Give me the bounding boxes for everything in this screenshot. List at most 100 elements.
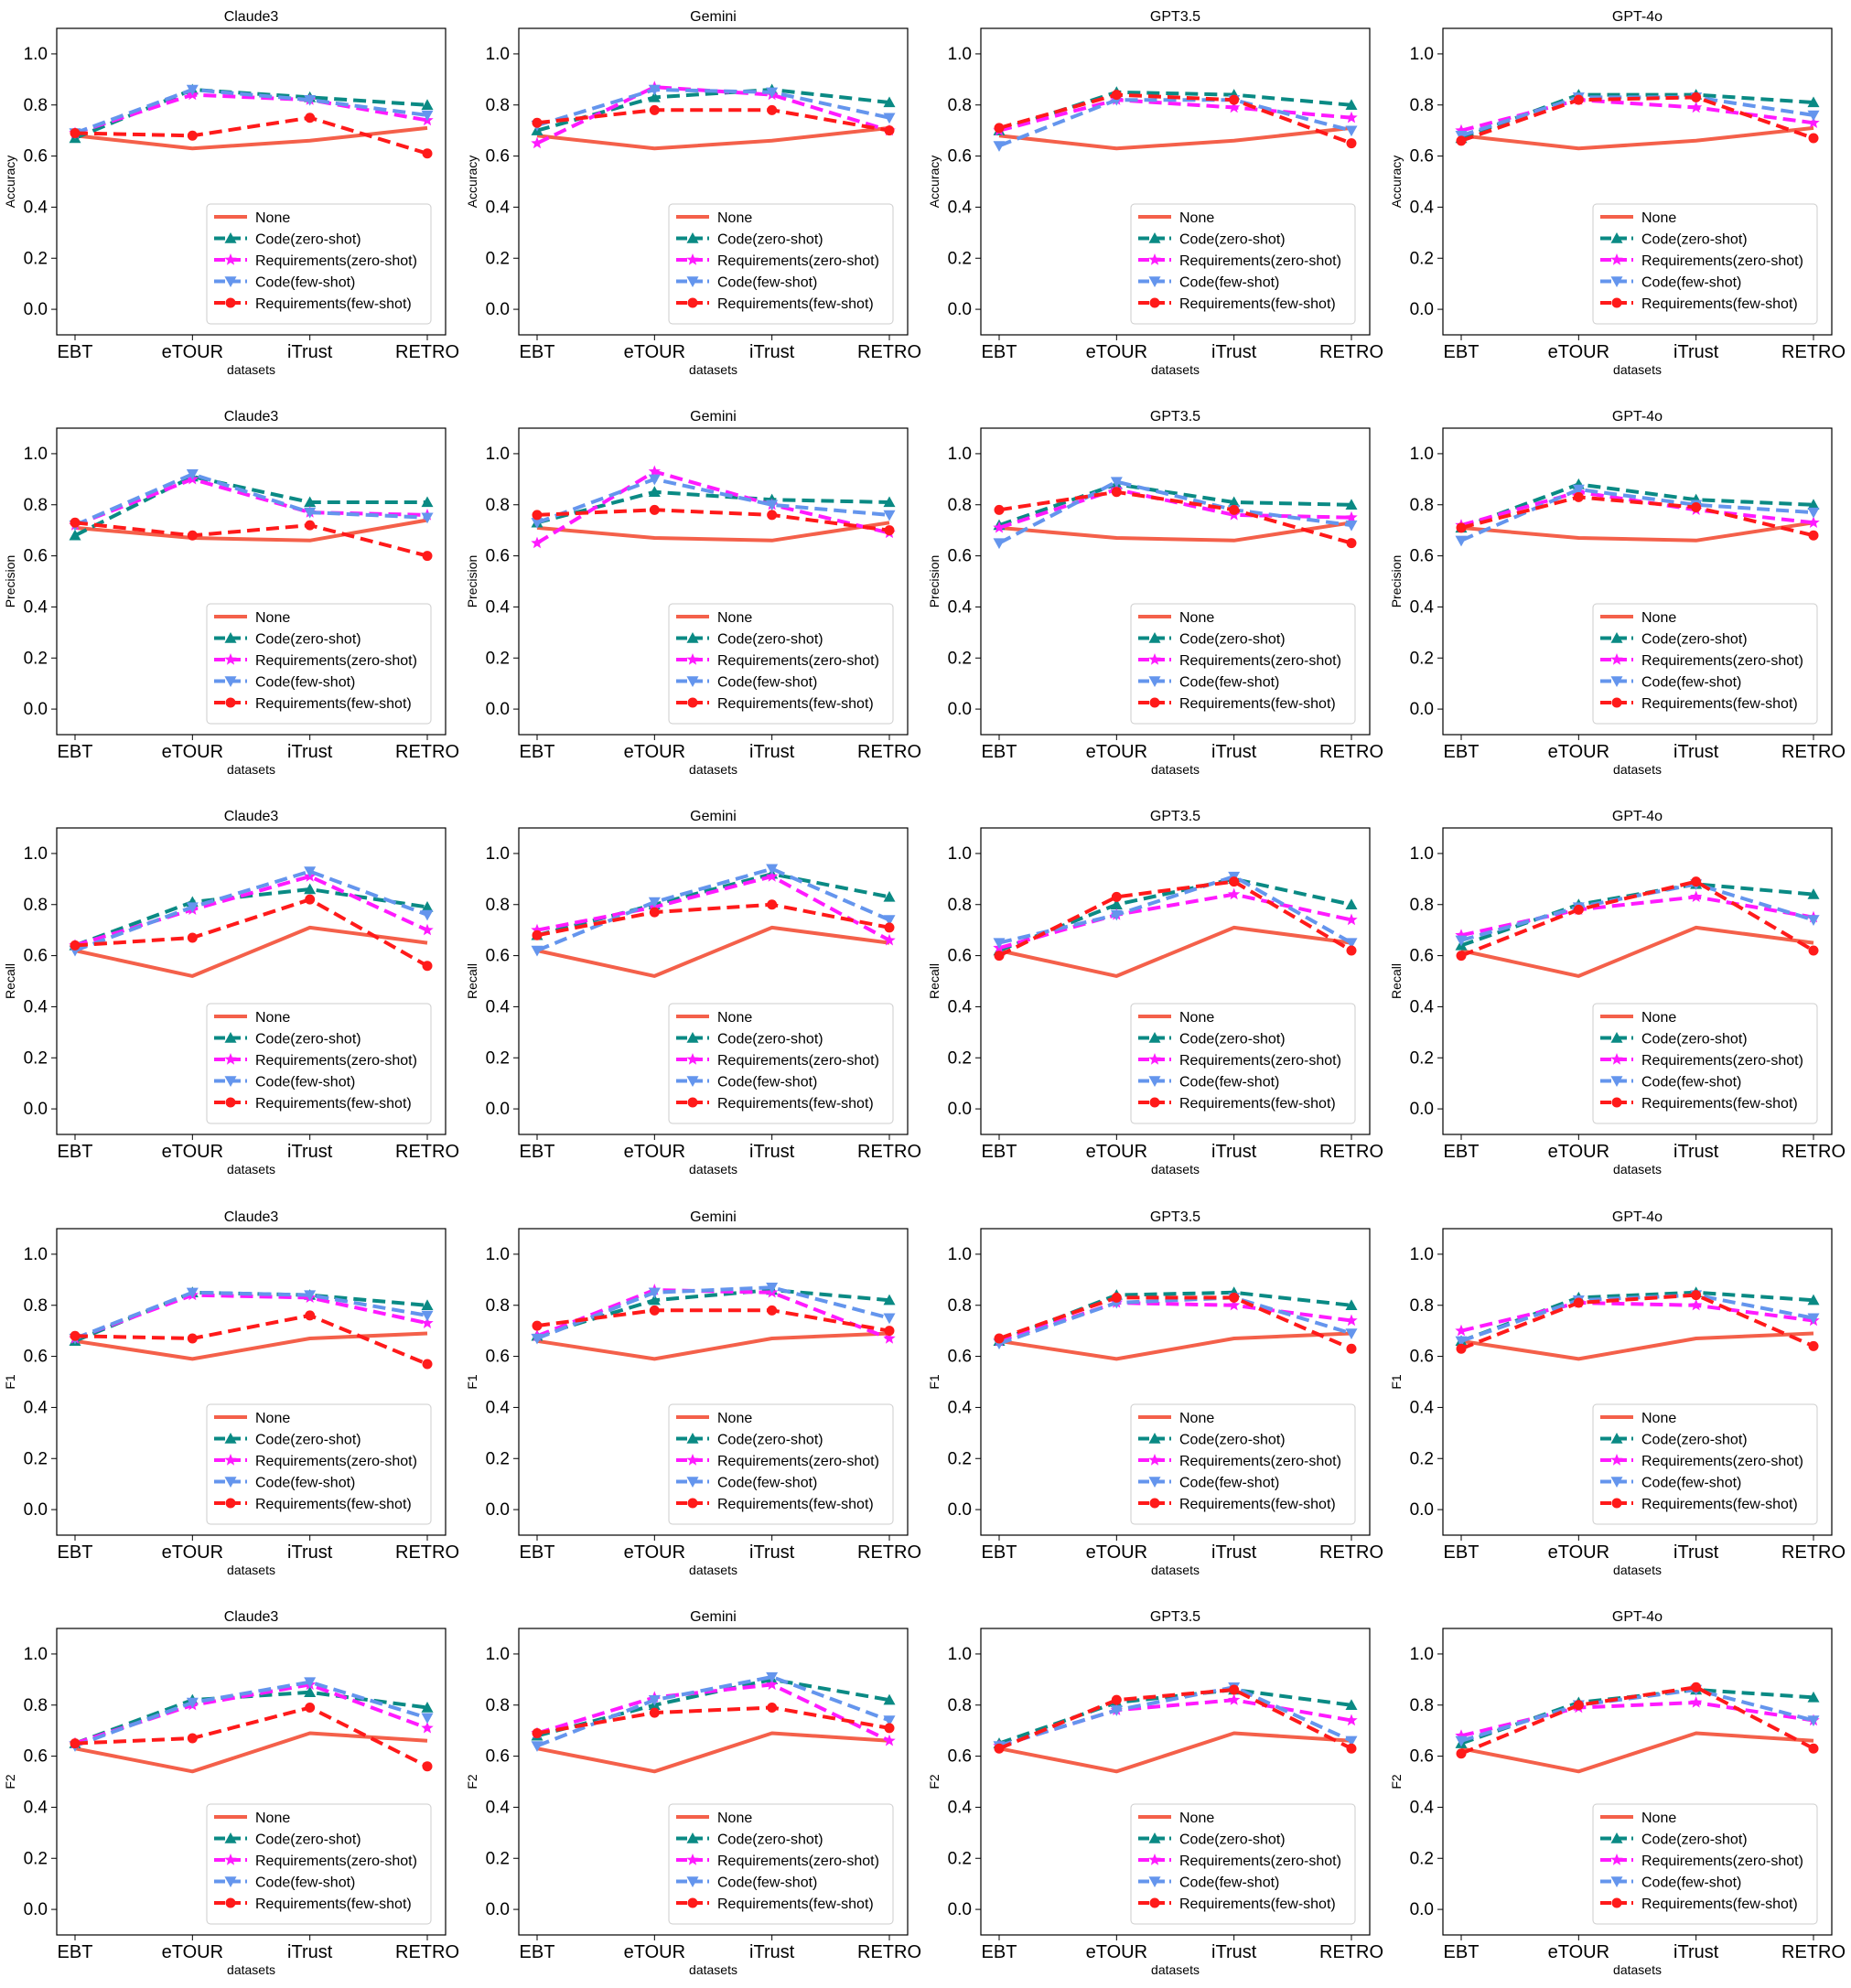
legend-entry: Requirements(few-shot) [1179,1897,1336,1912]
subplot-5: Claude3 0.0 0.2 0.4 0.6 0.8 1.0 EBT eTOUR iTrust R… [3,409,459,777]
legend-marker [1610,653,1623,665]
legend-marker [1148,232,1161,243]
legend-entry: Requirements(zero-shot) [1641,1053,1803,1069]
data-point-marker [421,1310,434,1322]
series-code-zero-shot [531,1673,896,1741]
series-line [536,1705,890,1735]
y-tick-label: 0.0 [948,1500,972,1520]
legend: None Code(zero-shot) Requirements(zero-sho… [1130,203,1356,325]
legend-entry: Requirements(few-shot) [717,296,874,312]
data-point-marker [532,930,543,940]
legend-marker [686,1832,699,1843]
plot-frame [1442,27,1833,336]
legend-box [1130,1403,1356,1525]
legend-entry: None [1641,1811,1676,1826]
series-requirements-few-shot [70,1703,433,1772]
y-tick-label: 0.8 [24,1696,48,1715]
subplot-title: Gemini [690,1609,737,1625]
y-tick-label: 0.6 [948,147,972,167]
y-tick-label: 0.0 [948,1100,972,1119]
plot-frame [518,27,909,336]
x-tick-label: RETRO [395,742,459,762]
data-point-marker [994,1333,1005,1344]
x-tick-label: RETRO [395,1142,459,1162]
subplot-3: GPT3.5 0.0 0.2 0.4 0.6 0.8 1.0 EBT eTOUR iTrust RE… [927,9,1383,377]
series-code-few-shot [531,84,896,132]
series-line [536,1682,890,1743]
x-tick-label: eTOUR [1086,342,1147,362]
data-point-marker [1345,1299,1358,1310]
x-axis-label: datasets [1151,762,1200,777]
legend-entry: Requirements(few-shot) [1641,696,1798,712]
y-tick-label: 0.4 [948,1798,973,1817]
y-tick-label: 0.0 [24,700,48,719]
data-point-marker [422,961,433,972]
y-axis-label: Recall [1389,963,1404,999]
legend-marker [1610,1876,1623,1887]
y-tick-label: 1.0 [948,844,972,864]
data-point-marker [883,890,896,902]
y-tick-label: 0.2 [24,1048,48,1068]
legend-entry: Code(few-shot) [1641,1476,1741,1491]
series-line [536,1731,890,1774]
series-requirements-few-shot [1456,1290,1819,1354]
series-requirements-few-shot [532,104,895,136]
series-requirements-few-shot [1456,876,1819,962]
y-axis-label: Recall [3,963,17,999]
data-point-marker [767,104,778,115]
legend-marker [686,1433,699,1444]
data-point-marker [883,510,896,521]
subplot-17: Claude3 0.0 0.2 0.4 0.6 0.8 1.0 EBT eTOUR iTrust R… [3,1609,459,1977]
series-line [536,108,890,133]
plot-frame [518,827,909,1135]
plot-frame [1442,427,1833,736]
series-none [536,521,890,543]
x-tick-label: RETRO [857,342,921,362]
data-point-marker [1690,890,1703,902]
plot-frame [980,427,1371,736]
data-point-marker [1807,116,1820,128]
legend-entry: None [255,610,290,626]
y-tick-label: 0.8 [948,896,972,915]
legend-entry: Code(zero-shot) [255,1032,361,1048]
data-point-marker [993,141,1006,152]
x-tick-label: EBT [1444,1942,1480,1962]
data-point-marker [421,110,434,122]
series-code-zero-shot [993,86,1358,135]
legend-marker [686,632,699,643]
data-point-marker [421,99,434,110]
legend-box [668,203,894,325]
y-tick-label: 0.4 [948,997,973,1016]
data-point-marker [766,1283,779,1294]
legend-marker [1148,1053,1161,1065]
legend-marker [1610,232,1623,243]
legend-marker [1610,253,1623,265]
series-line [1460,482,1814,530]
legend: None Code(zero-shot) Requirements(zero-sho… [206,1403,432,1525]
legend-marker [686,653,699,665]
y-axis-label: F2 [1389,1774,1404,1789]
data-point-marker [70,940,81,951]
data-point-marker [1110,1705,1123,1716]
legend-marker [224,1832,237,1843]
legend-marker [686,1032,699,1043]
x-tick-label: eTOUR [1086,1142,1147,1162]
subplot-title: Gemini [690,9,737,25]
legend-entry: Requirements(few-shot) [1179,696,1336,712]
data-point-marker [1111,487,1122,498]
data-point-marker [1807,915,1820,926]
x-tick-label: iTrust [287,1142,333,1162]
data-point-marker [883,1693,896,1705]
x-tick-label: iTrust [1673,342,1719,362]
legend-marker [1148,1454,1161,1466]
legend-marker [224,232,237,243]
series-line [74,1331,428,1361]
data-point-marker [883,113,896,124]
legend-marker [224,1076,237,1087]
legend-entry: Code(zero-shot) [1641,632,1748,648]
legend-marker [224,632,237,643]
data-point-marker [766,1678,779,1691]
plot-frame [518,427,909,736]
legend-marker [224,1032,237,1043]
legend-box [206,603,432,725]
